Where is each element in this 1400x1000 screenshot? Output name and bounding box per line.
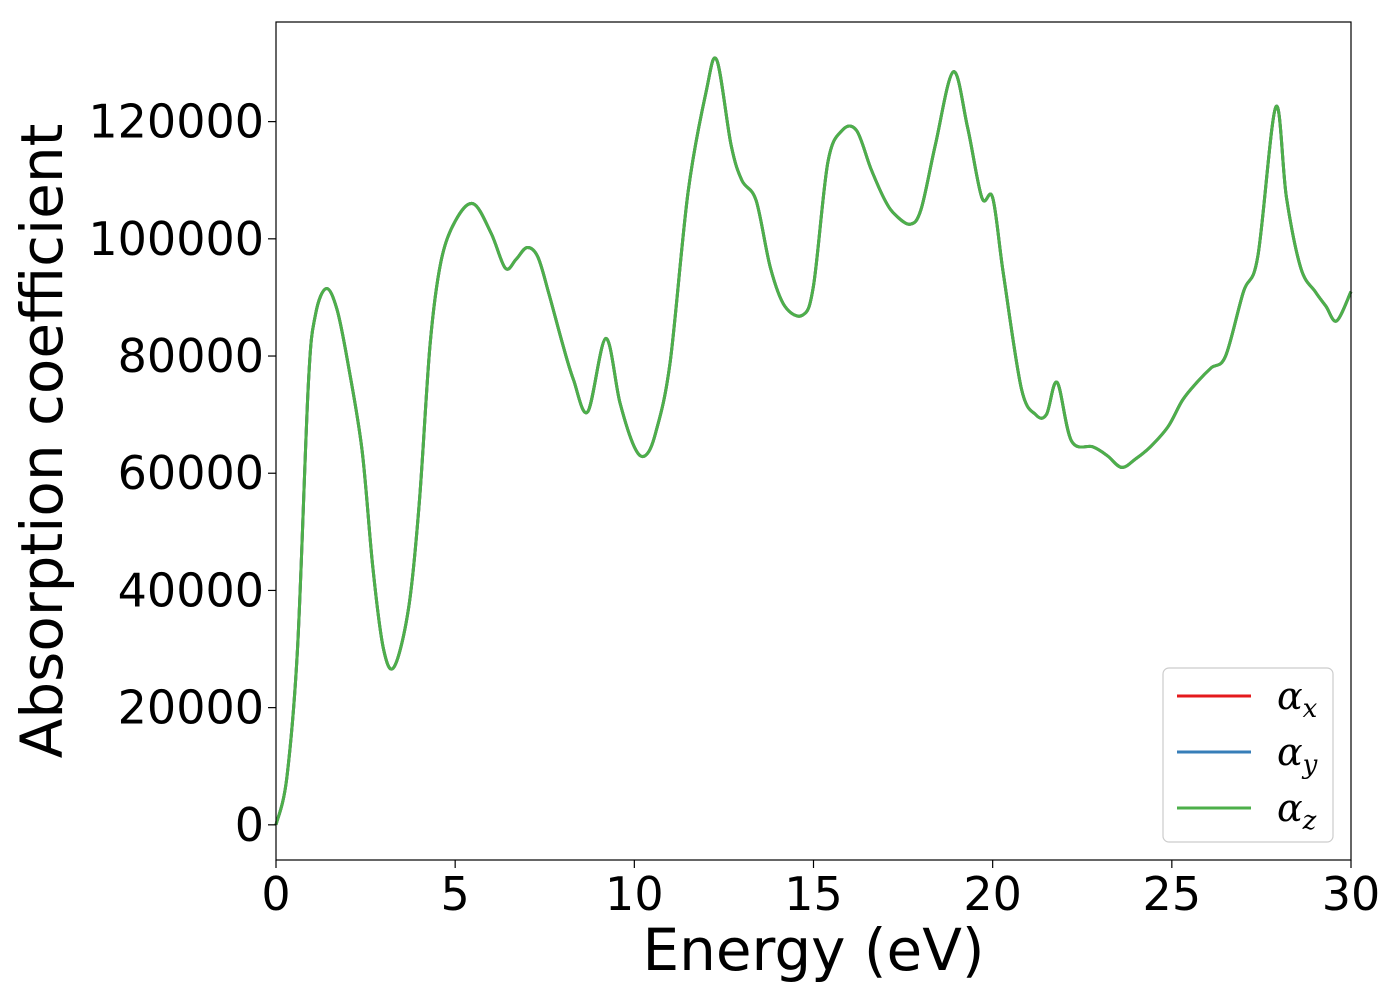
y-axis-ticks: 0 20000 40000 60000 80000 100000 120000 bbox=[88, 95, 276, 852]
y-tick-label: 20000 bbox=[118, 681, 264, 735]
x-axis-label: Energy (eV) bbox=[642, 916, 984, 984]
x-tick-label: 5 bbox=[441, 867, 470, 921]
y-axis-label: Absorption coefficient bbox=[8, 124, 76, 759]
y-tick-label: 0 bbox=[235, 798, 264, 852]
y-tick-label: 80000 bbox=[118, 329, 264, 383]
y-tick-label: 120000 bbox=[88, 95, 264, 149]
x-tick-label: 30 bbox=[1322, 867, 1381, 921]
x-tick-label: 10 bbox=[605, 867, 664, 921]
y-tick-label: 100000 bbox=[88, 212, 264, 266]
x-tick-label: 0 bbox=[261, 867, 290, 921]
series-line-z bbox=[274, 56, 1353, 826]
legend-box bbox=[1162, 667, 1334, 843]
y-tick-label: 60000 bbox=[118, 446, 264, 500]
x-tick-label: 20 bbox=[963, 867, 1022, 921]
x-tick-label: 15 bbox=[784, 867, 843, 921]
x-axis-ticks: 0 5 10 15 20 25 30 bbox=[261, 860, 1380, 921]
x-tick-label: 25 bbox=[1143, 867, 1202, 921]
series-layer bbox=[274, 56, 1353, 826]
y-tick-label: 40000 bbox=[118, 563, 264, 617]
